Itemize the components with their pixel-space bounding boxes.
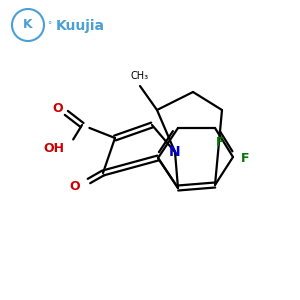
Text: O: O — [69, 179, 80, 193]
Text: F: F — [241, 152, 250, 166]
Text: OH: OH — [43, 142, 64, 155]
Text: Kuujia: Kuujia — [56, 19, 105, 33]
Text: F: F — [216, 136, 224, 149]
Text: CH₃: CH₃ — [131, 71, 149, 81]
Text: °: ° — [47, 21, 51, 30]
Text: N: N — [169, 145, 181, 159]
Text: K: K — [23, 19, 33, 32]
Text: O: O — [53, 101, 63, 115]
